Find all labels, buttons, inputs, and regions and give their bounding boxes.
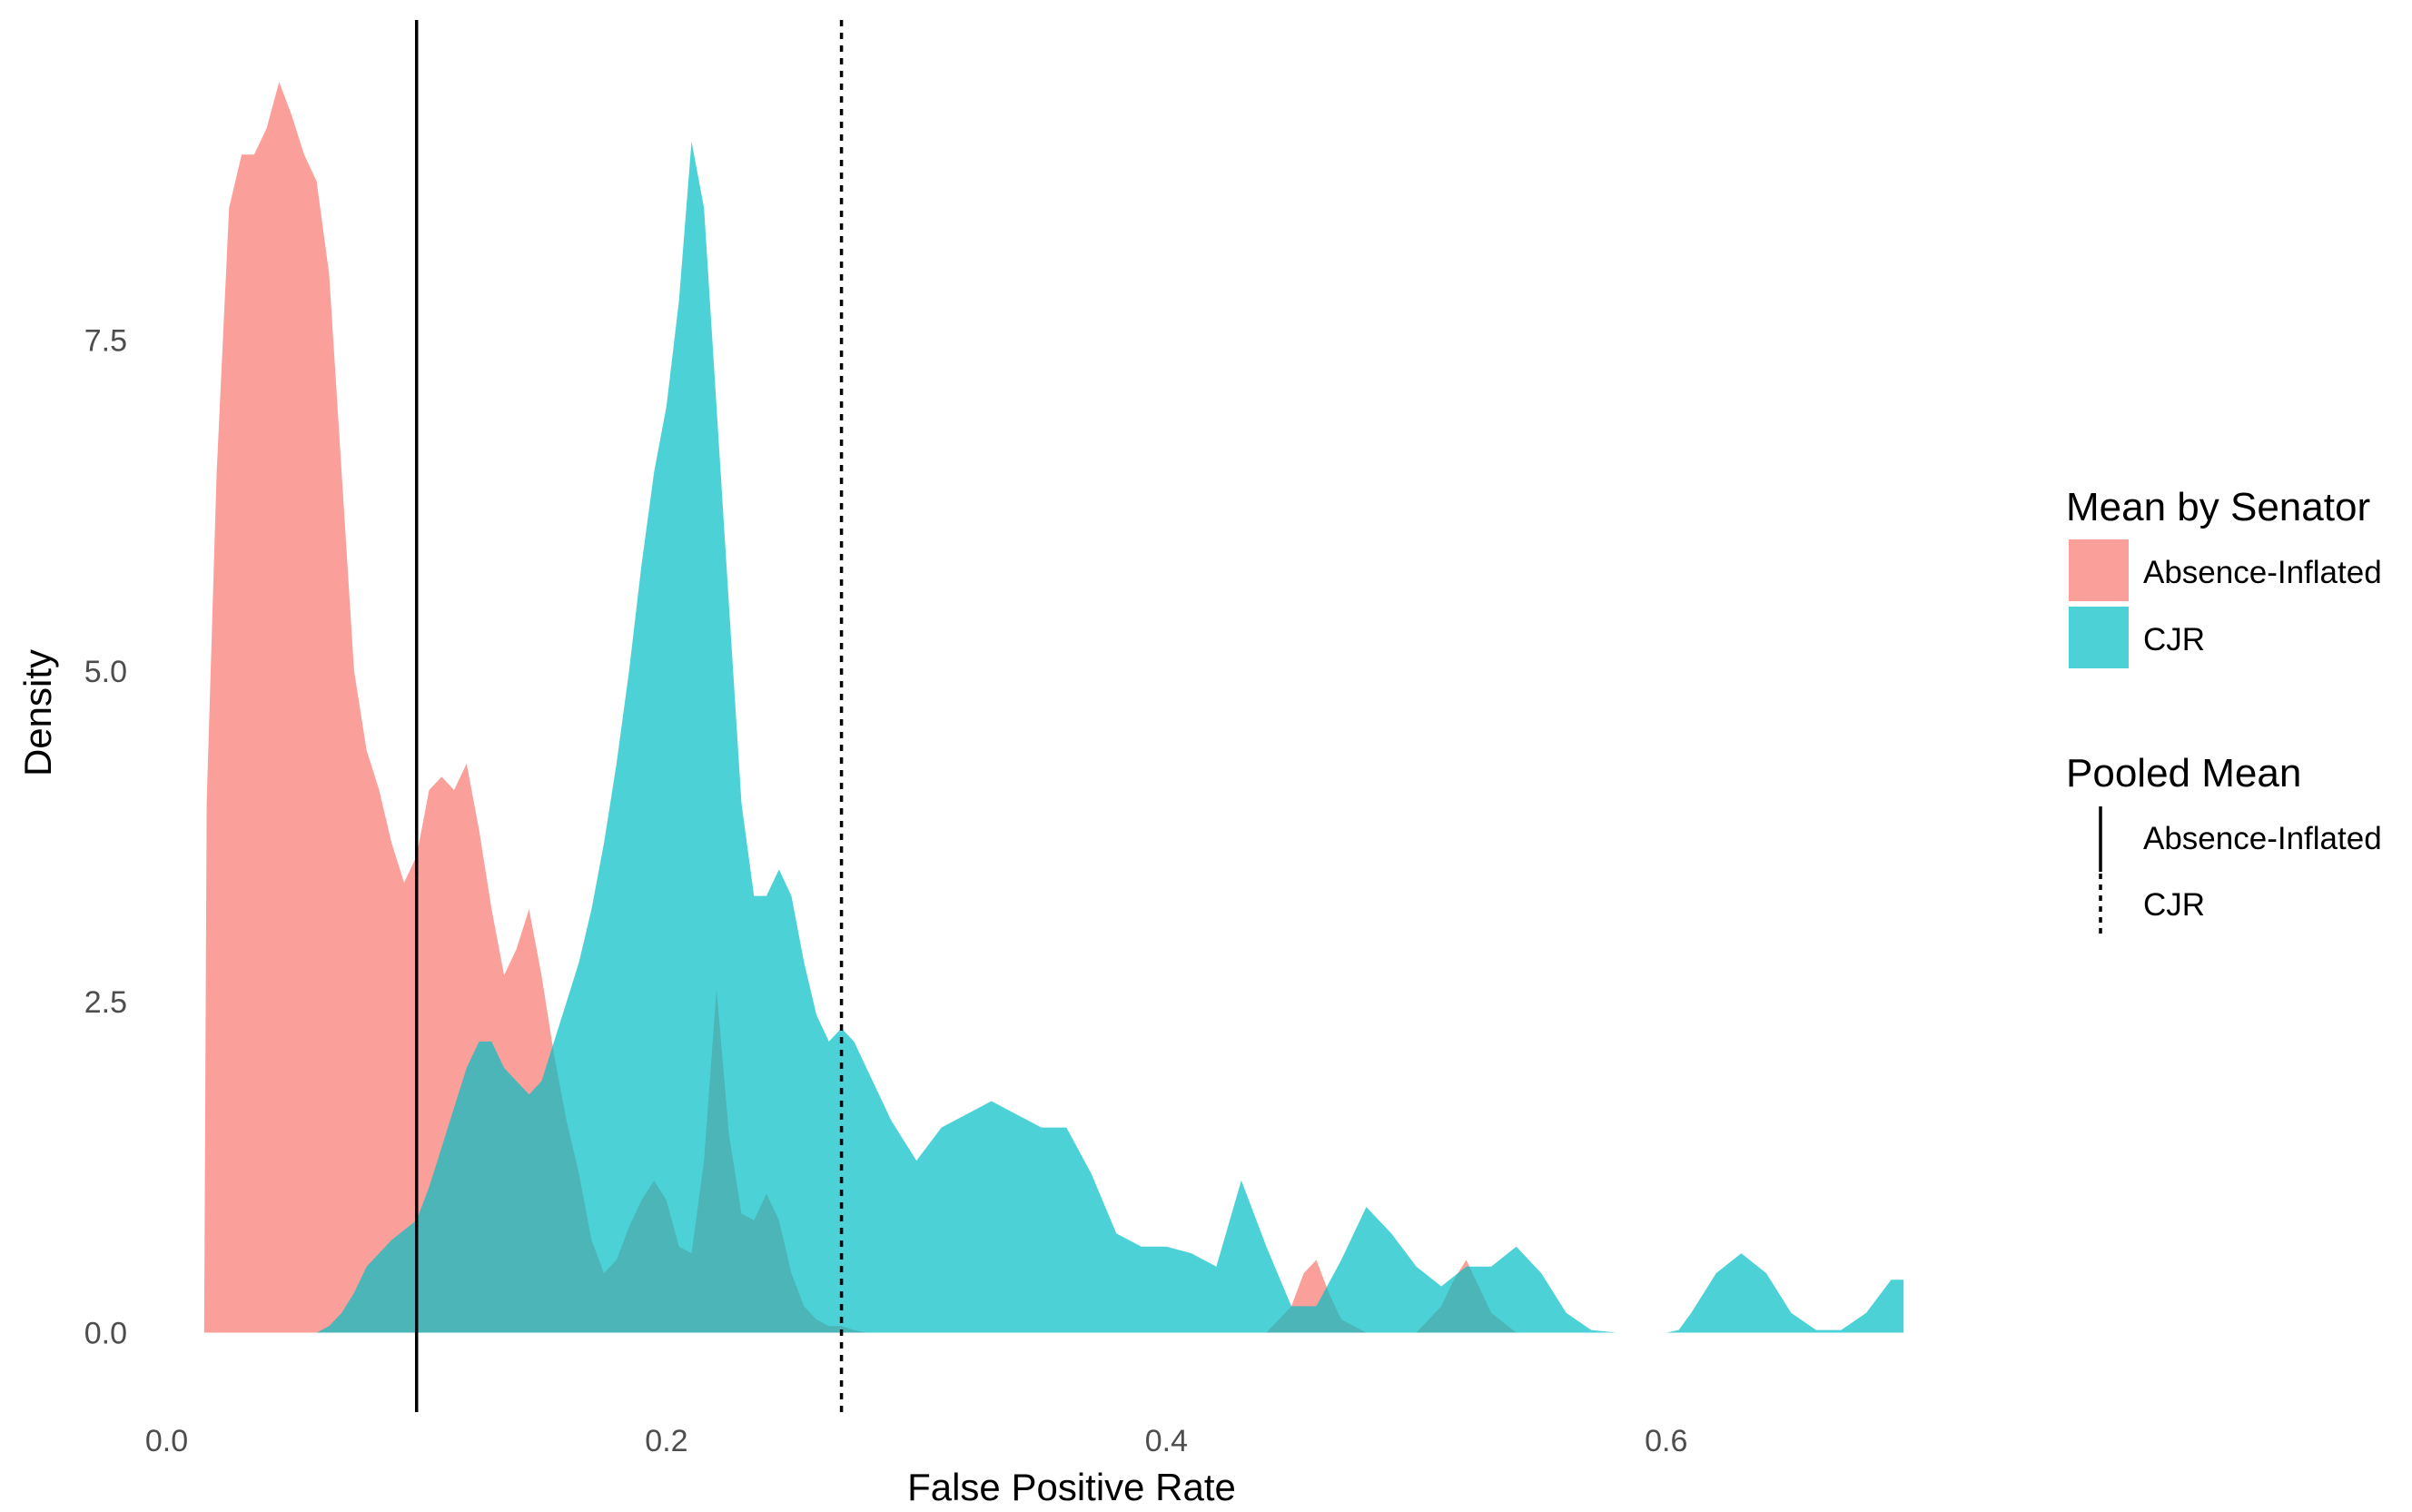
y-axis-title: Density [16,649,59,776]
y-tick-label: 5.0 [84,655,127,689]
legend-label-absence-inflated: Absence-Inflated [2143,555,2382,590]
legend-line-label-cjr: CJR [2143,887,2205,923]
y-tick-label: 2.5 [84,985,127,1020]
y-tick-label: 0.0 [84,1317,127,1351]
density-areas [203,82,1904,1333]
x-tick-label: 0.2 [645,1424,687,1458]
x-axis-ticks: 0.0 0.2 0.4 0.6 [145,1424,1688,1458]
pooled-mean-lines [414,20,844,1412]
legend-label-cjr: CJR [2143,622,2205,657]
x-tick-label: 0.0 [145,1424,188,1458]
legend-line-label-absence-inflated: Absence-Inflated [2143,821,2382,856]
legend-key-cjr [2069,607,2129,668]
legend-fill-title: Mean by Senator [2066,485,2370,529]
x-tick-label: 0.6 [1645,1424,1687,1458]
density-area-absence-inflated [203,82,1517,1333]
legend-line-title: Pooled Mean [2066,751,2301,796]
x-tick-label: 0.4 [1145,1424,1188,1458]
x-axis-title: False Positive Rate [907,1466,1236,1508]
legend: Mean by Senator Absence-Inflated CJR Poo… [2066,485,2382,939]
y-tick-label: 7.5 [84,323,127,358]
density-area-cjr [316,141,1904,1333]
legend-key-absence-inflated [2069,539,2129,601]
y-axis-ticks: 0.0 2.5 5.0 7.5 [84,323,127,1350]
